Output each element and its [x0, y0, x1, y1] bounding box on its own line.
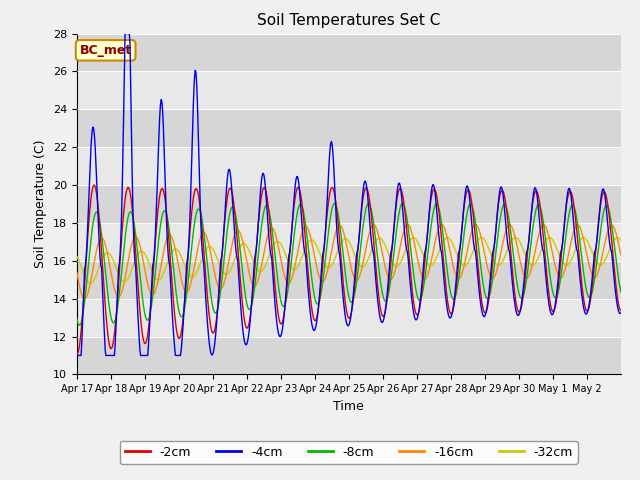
Bar — [77, 34, 621, 72]
X-axis label: Time: Time — [333, 400, 364, 413]
Bar — [77, 261, 621, 299]
Title: Soil Temperatures Set C: Soil Temperatures Set C — [257, 13, 440, 28]
Bar — [77, 185, 621, 223]
Bar — [77, 109, 621, 147]
Legend: -2cm, -4cm, -8cm, -16cm, -32cm: -2cm, -4cm, -8cm, -16cm, -32cm — [120, 441, 578, 464]
Y-axis label: Soil Temperature (C): Soil Temperature (C) — [35, 140, 47, 268]
Bar — [77, 336, 621, 374]
Text: BC_met: BC_met — [79, 44, 132, 57]
